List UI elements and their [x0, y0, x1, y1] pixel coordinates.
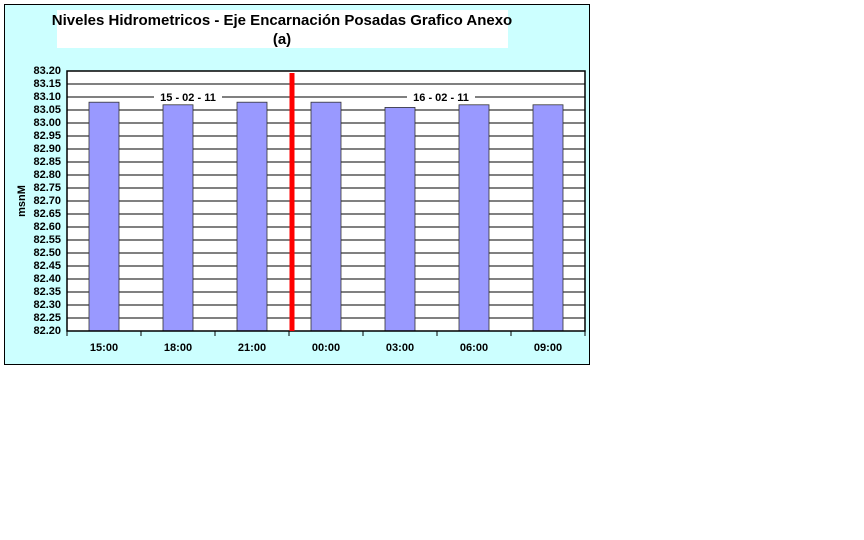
- y-tick-label: 82.80: [33, 169, 61, 181]
- y-tick-label: 82.70: [33, 195, 61, 207]
- y-tick-label: 82.50: [33, 247, 61, 259]
- y-tick-label: 83.10: [33, 91, 61, 103]
- x-tick-label: 21:00: [238, 342, 266, 354]
- x-tick-label: 15:00: [90, 342, 118, 354]
- annotation: 16 - 02 - 11: [413, 92, 469, 104]
- bar: [458, 104, 490, 332]
- bar: [162, 104, 194, 332]
- y-tick-label: 82.65: [33, 208, 61, 220]
- y-tick-label: 82.55: [33, 234, 61, 246]
- annotation-box: [407, 92, 475, 104]
- x-tick-label: 09:00: [534, 342, 562, 354]
- bar: [384, 107, 416, 332]
- y-tick-label: 82.25: [33, 312, 61, 324]
- bar: [532, 104, 564, 332]
- x-tick-label: 03:00: [386, 342, 414, 354]
- bar: [310, 101, 342, 332]
- y-tick-label: 82.30: [33, 299, 61, 311]
- y-tick-label: 83.00: [33, 117, 61, 129]
- y-tick-label: 83.15: [33, 78, 61, 90]
- x-tick-label: 06:00: [460, 342, 488, 354]
- bar: [236, 101, 268, 332]
- chart-title: Niveles Hidrometricos - Eje Encarnación …: [52, 12, 512, 29]
- y-tick-label: 82.20: [33, 325, 61, 337]
- y-tick-label: 82.85: [33, 156, 61, 168]
- plot-border: [66, 70, 586, 332]
- title-box: [57, 10, 508, 48]
- y-tick-label: 83.20: [33, 65, 61, 77]
- y-tick-label: 82.90: [33, 143, 61, 155]
- y-tick-label: 82.45: [33, 260, 61, 272]
- y-axis-label: msnM: [16, 185, 28, 217]
- annotation: 15 - 02 - 11: [160, 92, 216, 104]
- chart-subtitle: (a): [273, 31, 291, 48]
- x-tick-label: 00:00: [312, 342, 340, 354]
- y-tick-label: 82.75: [33, 182, 61, 194]
- y-tick-label: 82.95: [33, 130, 61, 142]
- y-tick-label: 82.60: [33, 221, 61, 233]
- bar: [88, 101, 120, 332]
- annotation-box: [154, 92, 222, 104]
- y-tick-label: 83.05: [33, 104, 61, 116]
- y-tick-label: 82.40: [33, 273, 61, 285]
- x-tick-label: 18:00: [164, 342, 192, 354]
- y-tick-label: 82.35: [33, 286, 61, 298]
